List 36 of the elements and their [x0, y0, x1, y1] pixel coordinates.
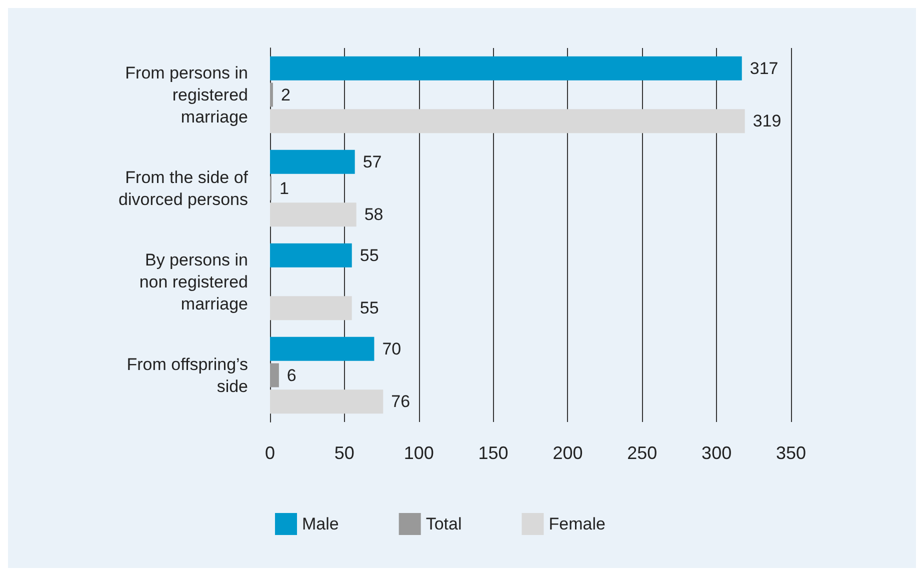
data-label: 2 — [280, 85, 290, 104]
x-tick-label: 200 — [552, 443, 583, 463]
bar — [270, 109, 745, 134]
bar — [270, 336, 374, 361]
y-tick-label: From persons in registered marriage — [125, 63, 248, 126]
bar — [270, 363, 279, 388]
x-tick-label: 150 — [478, 443, 508, 463]
bar — [270, 150, 355, 174]
legend-label: Total — [426, 514, 462, 534]
x-tick-label: 100 — [404, 443, 434, 463]
y-tick-label: By persons in non registered marriage — [139, 250, 248, 314]
x-tick-label: 350 — [776, 443, 806, 463]
bar — [270, 82, 273, 107]
data-label: 319 — [752, 112, 782, 131]
y-tick-label: From offspring’s side — [126, 354, 248, 396]
data-label: 6 — [286, 366, 296, 385]
data-label: 55 — [360, 246, 379, 265]
x-tick-label: 50 — [334, 443, 354, 463]
bar — [270, 56, 742, 80]
data-label: 55 — [360, 298, 379, 318]
bar — [270, 202, 356, 227]
bar — [270, 296, 352, 320]
y-tick-label: From the side of divorced persons — [118, 168, 248, 209]
data-label: 1 — [279, 178, 289, 198]
x-tick-label: 250 — [627, 443, 658, 463]
data-label: 76 — [391, 392, 410, 412]
data-label: 57 — [362, 152, 382, 172]
legend-label: Male — [302, 514, 339, 534]
x-tick-label: 0 — [264, 443, 276, 463]
data-label: 317 — [750, 58, 778, 78]
bar — [270, 243, 352, 268]
x-tick-label: 300 — [702, 443, 732, 463]
legend-label: Female — [548, 514, 606, 534]
data-label: 58 — [364, 205, 384, 224]
bar — [270, 390, 384, 414]
data-label: 70 — [382, 339, 402, 358]
